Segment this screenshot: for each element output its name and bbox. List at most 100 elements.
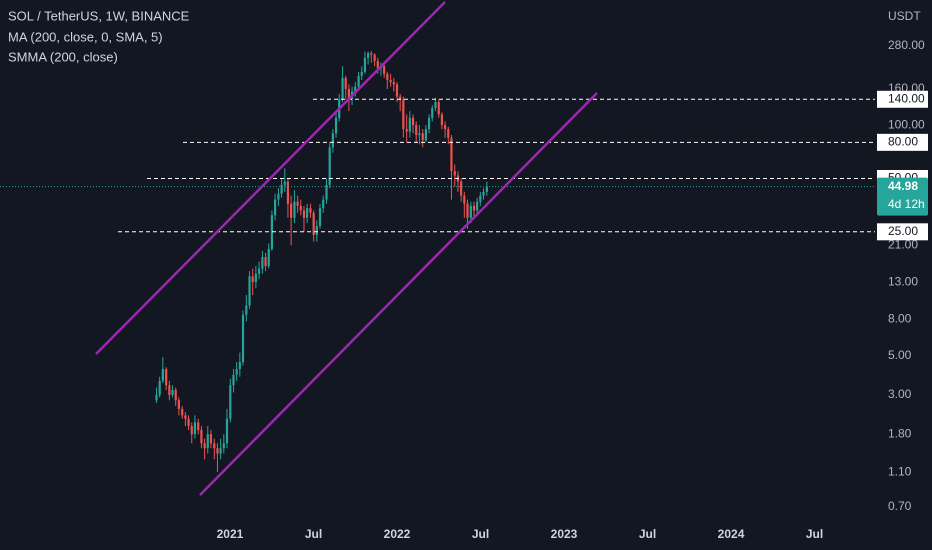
last-price-box	[877, 177, 928, 216]
candle-body	[229, 385, 232, 419]
candle-body	[235, 369, 238, 375]
candle-body	[447, 129, 450, 138]
price-axis: 280.00160.00100.0021.0013.008.005.003.00…	[877, 38, 928, 513]
x-tick-label: Jul	[806, 527, 823, 541]
candle-body	[190, 426, 193, 435]
candle-body	[283, 181, 286, 185]
y-tick-label: 0.70	[888, 499, 912, 513]
candle-body	[273, 199, 277, 216]
y-tick-label: 8.00	[888, 312, 912, 326]
level-label-box	[877, 133, 928, 151]
y-tick-label: 280.00	[888, 38, 925, 52]
y-unit: USDT	[888, 9, 921, 23]
x-tick-label: 2024	[718, 527, 745, 541]
candle-body	[286, 181, 290, 204]
countdown-label: 4d 12h	[888, 197, 925, 211]
candle-body	[209, 434, 213, 444]
x-tick-label: 2022	[384, 527, 411, 541]
x-tick-label: 2023	[551, 527, 578, 541]
candle-body	[328, 147, 331, 185]
candle-body	[437, 102, 440, 115]
candle-body	[434, 102, 437, 109]
candle-body	[360, 71, 363, 76]
candle-body	[479, 195, 482, 202]
y-tick-label: 1.10	[888, 464, 912, 478]
candle-body	[424, 129, 427, 141]
candle-body	[219, 448, 222, 454]
candle-body	[251, 276, 254, 283]
candle-body	[213, 443, 216, 449]
candle-body	[463, 195, 466, 204]
candle-body	[158, 380, 161, 395]
candle-body	[248, 276, 251, 306]
y-tick-label: 21.00	[888, 237, 918, 251]
candle-body	[309, 208, 312, 213]
candle-body	[312, 212, 315, 235]
candle-body	[411, 117, 415, 126]
last-price-label: 44.98	[888, 179, 918, 193]
indicator-label: SMMA (200, close)	[8, 49, 118, 64]
candle-body	[334, 117, 338, 134]
candle-body	[267, 248, 270, 267]
candle-body	[383, 66, 386, 74]
level-label: 80.00	[888, 135, 918, 149]
candle-body	[440, 114, 444, 126]
candle-body	[344, 77, 347, 90]
candle-body	[200, 430, 203, 444]
candle-body	[261, 257, 264, 269]
candle-body	[325, 184, 328, 200]
candle-body	[216, 448, 219, 454]
candle-body	[482, 191, 485, 196]
candle-body	[184, 415, 187, 419]
chart-title: SOL / TetherUS, 1W, BINANCE	[8, 8, 190, 23]
candle-body	[322, 199, 325, 209]
candle-body	[245, 305, 248, 315]
y-tick-label: 5.00	[888, 348, 912, 362]
candle-body	[277, 193, 280, 200]
y-tick-label: 3.00	[888, 387, 912, 401]
candle-body	[395, 84, 399, 97]
candle-body	[296, 201, 299, 206]
candle-body	[354, 86, 357, 92]
candle-body	[460, 181, 463, 196]
candle-body	[299, 205, 302, 211]
candle-body	[174, 389, 177, 401]
candle-body	[331, 133, 334, 148]
candle-body	[373, 54, 376, 62]
y-tick-label: 1.80	[888, 426, 912, 440]
x-tick-label: 2021	[217, 527, 244, 541]
level-label-box	[877, 90, 928, 108]
candle-body	[280, 184, 283, 194]
candle-body	[318, 208, 322, 226]
candle-body	[389, 79, 392, 83]
x-tick-label: Jul	[305, 527, 322, 541]
candle-body	[165, 369, 168, 386]
level-label: 140.00	[888, 91, 925, 105]
candle-body	[476, 201, 479, 211]
candle-body	[257, 268, 261, 274]
candle-body	[363, 57, 367, 72]
candle-body	[418, 133, 421, 136]
candle-body	[241, 314, 245, 363]
candle-body	[405, 129, 408, 132]
candle-body	[206, 434, 209, 449]
candle-body	[238, 362, 241, 370]
candle-body	[187, 418, 190, 427]
candle-body	[254, 273, 257, 283]
candle-body	[450, 137, 453, 172]
candle-body	[415, 125, 418, 136]
candle-body	[421, 133, 424, 141]
candle-body	[222, 443, 225, 449]
candle-body	[392, 82, 395, 85]
candle-body	[270, 215, 274, 249]
candle-body	[469, 205, 472, 218]
candle-body	[306, 208, 309, 218]
candle-body	[427, 117, 431, 130]
candle-body	[315, 225, 318, 235]
channel-upper-line	[95, 1, 446, 355]
level-label: 25.00	[888, 224, 918, 238]
level-label-box	[877, 223, 928, 241]
candle-body	[225, 418, 229, 444]
candle-body	[431, 108, 434, 118]
